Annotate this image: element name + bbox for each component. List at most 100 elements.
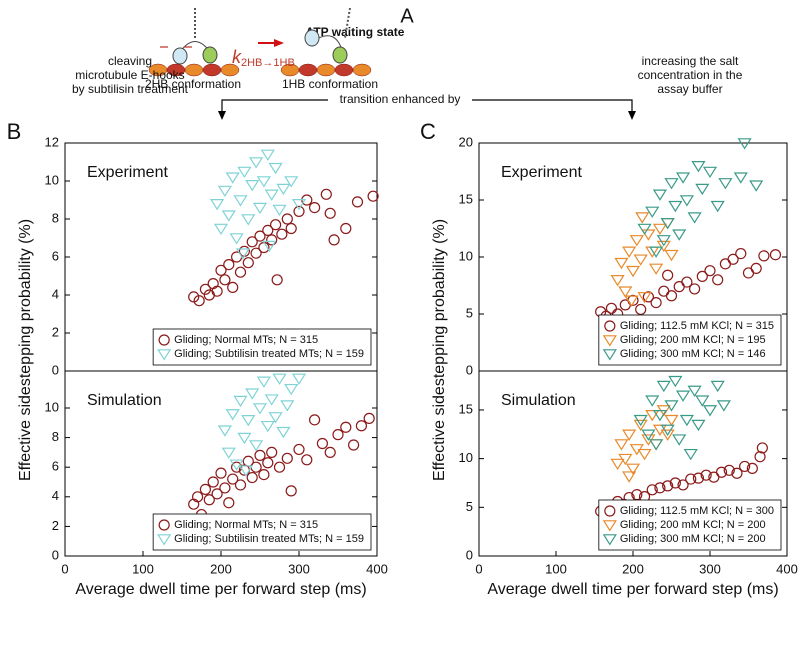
point [276,228,288,240]
point [750,262,762,274]
point [256,376,271,388]
point [749,180,764,192]
rate-symbol: k [232,47,242,67]
cartoon-2hb [148,8,240,77]
point [203,494,215,506]
point [656,235,671,247]
point [215,467,227,479]
point [237,432,252,445]
panel-label: A [400,5,414,27]
panel-annotation: Simulation [87,392,162,409]
point [652,189,668,201]
point [652,223,668,236]
point [250,247,262,259]
point [691,161,706,173]
point [264,394,279,406]
x-tick-label: 400 [776,561,798,576]
point [645,395,660,407]
x-tick-label: 200 [210,561,232,576]
x-tick-label: 0 [61,561,68,576]
x-tick-label: 400 [366,561,388,576]
point [249,440,264,452]
y-tick-label: 10 [45,172,59,187]
point [207,278,219,290]
point [324,446,336,458]
point [679,414,694,427]
point [234,479,247,491]
point [668,200,683,213]
point [268,412,283,424]
point [719,258,732,270]
legend-label: Gliding; Normal MTs; N = 315 [174,519,318,531]
point [363,412,375,424]
point [324,207,336,219]
point [642,291,655,303]
point [756,442,768,454]
point [664,249,679,262]
point [301,454,313,466]
x-tick-label: 300 [699,561,721,576]
legend-marker [602,520,617,532]
legend-label: Gliding; 300 mM KCl; N = 146 [620,348,766,360]
point [677,479,689,491]
legend-label: Gliding; Normal MTs; N = 315 [174,334,318,346]
point [695,395,710,407]
point [654,482,666,494]
point [225,409,240,421]
y-tick-label: 2 [52,518,59,533]
point [645,410,660,422]
point [213,223,229,236]
point [625,265,641,278]
point [271,274,283,286]
point [245,388,260,400]
point [221,447,236,459]
point [635,212,650,224]
point [293,205,305,217]
point [192,491,204,503]
point [637,292,652,304]
point [700,469,712,481]
point [285,485,297,497]
point [260,420,275,433]
point [233,195,248,207]
y-tick-label: 5 [466,499,473,514]
point [227,473,239,485]
point [673,281,685,293]
point [735,247,747,260]
y-tick-label: 10 [45,399,59,414]
point [260,149,275,161]
y-tick-label: 20 [459,134,473,149]
y-tick-label: 4 [52,488,59,503]
point [262,224,274,236]
left-note: by subtilisin treatment [72,82,189,96]
x-tick-label: 100 [132,561,154,576]
point [229,233,244,245]
panel-annotation: Experiment [501,164,582,181]
point [223,259,235,271]
x-tick-label: 0 [475,561,482,576]
point [635,303,647,316]
point [268,162,283,175]
point [210,199,225,211]
y-tick-label: 10 [459,248,473,263]
point [629,235,644,247]
y-tick-label: 15 [459,401,473,416]
left-note: cleaving [108,54,152,68]
legend-marker [157,534,172,546]
conf-label: 2HB conformation [145,77,241,91]
x-tick-label: 100 [545,561,567,576]
point [284,176,299,188]
point [237,166,252,179]
point [614,439,629,451]
x-axis-label: Average dwell time per forward step (ms) [487,581,778,598]
y-tick-label: 15 [459,191,473,206]
x-axis-label: Average dwell time per forward step (ms) [75,581,366,598]
point [328,234,340,246]
point [742,267,755,279]
legend: Gliding; Normal MTs; N = 315 Gliding; Sub… [152,328,372,366]
point [622,429,637,441]
rate-subscript: 2HB→1HB [241,57,295,69]
point [718,178,733,190]
point [225,172,240,184]
point [309,202,321,214]
